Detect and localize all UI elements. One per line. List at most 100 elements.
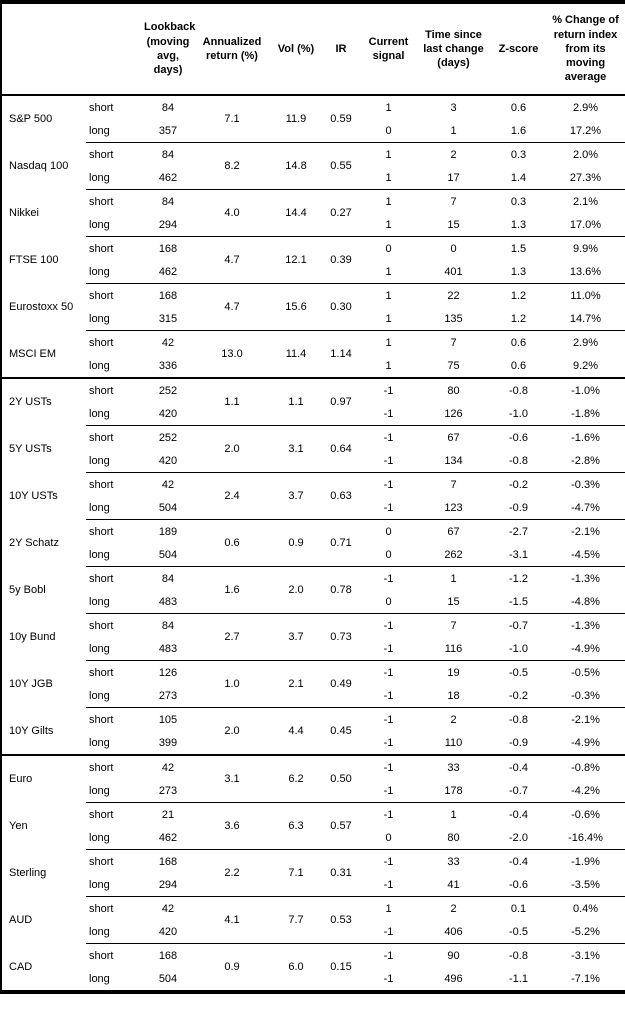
annualized-return-value: 1.1 — [193, 377, 271, 426]
zscore-value: -0.9 — [509, 501, 528, 514]
leg-label: short — [86, 943, 143, 967]
time-since-change-value: 1 — [416, 566, 491, 590]
pct-change-value: -4.8% — [571, 595, 600, 608]
zscore-value: 1.2 — [510, 312, 527, 325]
pct-change-value: 27.3% — [569, 171, 602, 184]
lookback-value: 189 — [143, 519, 193, 543]
time-since-change-value: 126 — [444, 407, 463, 420]
time-since-change-value: 406 — [444, 925, 463, 938]
instrument-name: S&P 500 — [9, 113, 53, 126]
pct-change-value: -2.1% — [546, 707, 625, 731]
table-row: 2Y USTs short 252 1.1 1.1 0.97 -1 80 -0.8 -1.0% — [1, 377, 625, 426]
zscore-value: 1.2 — [491, 283, 546, 307]
leg-label: long — [89, 359, 110, 372]
annualized-return-value: 8.2 — [193, 142, 271, 190]
leg-label: long — [89, 972, 110, 985]
pct-change-value: -0.8% — [546, 754, 625, 779]
time-since-change-value: 90 — [416, 943, 491, 967]
time-since-change-value: 41 — [447, 878, 460, 891]
lookback-value: 294 — [158, 878, 178, 891]
pct-change-value: 14.7% — [569, 312, 602, 325]
zscore-value: -0.2 — [491, 472, 546, 496]
signal-value: 0 — [385, 595, 392, 608]
zscore-value: -0.5 — [491, 660, 546, 684]
leg-label: short — [86, 566, 143, 590]
table-header: Lookback (moving avg, days) Annualized r… — [1, 2, 625, 96]
signal-value: 1 — [385, 265, 392, 278]
pct-change-value: -0.5% — [546, 660, 625, 684]
instrument-name: Nikkei — [9, 207, 39, 219]
lookback-value: 420 — [158, 454, 178, 467]
table-row: long 462 1 401 1.3 13.6% — [1, 260, 625, 284]
pct-change-value: 0.4% — [546, 896, 625, 920]
leg-label: short — [86, 472, 143, 496]
table-row: long 483 -1 116 -1.0 -4.9% — [1, 637, 625, 661]
signal-value: 1 — [385, 171, 392, 184]
leg-label: long — [89, 548, 110, 561]
column-header-leg — [86, 2, 143, 96]
pct-change-value: -0.3% — [546, 472, 625, 496]
vol-value: 11.9 — [271, 94, 321, 143]
ir-value: 0.63 — [321, 472, 361, 520]
leg-label: short — [86, 896, 143, 920]
zscore-value: 0.6 — [491, 330, 546, 354]
leg-label: long — [89, 407, 110, 420]
pct-change-value: -1.6% — [546, 425, 625, 449]
leg-label: long — [89, 878, 110, 891]
time-since-change-value: 33 — [416, 754, 491, 779]
zscore-value: -1.0 — [509, 642, 528, 655]
table-row: long 504 -1 123 -0.9 -4.7% — [1, 496, 625, 520]
vol-value: 2.0 — [271, 566, 321, 614]
vol-value: 7.7 — [271, 896, 321, 944]
lookback-value: 399 — [158, 736, 178, 749]
leg-label: long — [89, 124, 110, 137]
time-since-change-value: 2 — [416, 142, 491, 166]
signal-value: 0 — [361, 236, 416, 260]
pct-change-value: -4.9% — [571, 736, 600, 749]
pct-change-value: 13.6% — [569, 265, 602, 278]
pct-change-value: -2.8% — [571, 454, 600, 467]
lookback-value: 42 — [143, 754, 193, 779]
time-since-change-value: 110 — [444, 736, 463, 749]
signal-value: -1 — [383, 925, 394, 938]
lookback-value: 168 — [143, 849, 193, 873]
time-since-change-value: 135 — [444, 312, 463, 325]
lookback-value: 84 — [143, 566, 193, 590]
signal-value: 0 — [361, 519, 416, 543]
time-since-change-value: 19 — [416, 660, 491, 684]
instrument-name: Sterling — [9, 867, 47, 879]
ir-value: 0.15 — [321, 943, 361, 992]
table-row: long 504 -1 496 -1.1 -7.1% — [1, 967, 625, 992]
ir-value: 1.14 — [321, 330, 361, 378]
time-since-change-value: 67 — [416, 519, 491, 543]
signal-value: -1 — [361, 425, 416, 449]
table-row: long 357 0 1 1.6 17.2% — [1, 119, 625, 143]
lookback-value: 357 — [158, 124, 178, 137]
column-header-vol: Vol (%) — [271, 2, 321, 96]
pct-change-value: -0.6% — [546, 802, 625, 826]
pct-change-value: -1.0% — [546, 377, 625, 402]
signal-value: -1 — [383, 407, 394, 420]
vol-value: 4.4 — [271, 707, 321, 755]
pct-change-value: -0.3% — [571, 689, 600, 702]
instrument-name: Nasdaq 100 — [9, 160, 69, 172]
instrument-name: 10y Bund — [9, 631, 56, 643]
lookback-value: 168 — [143, 236, 193, 260]
zscore-value: -0.9 — [509, 736, 528, 749]
leg-label: short — [86, 425, 143, 449]
lookback-value: 42 — [143, 472, 193, 496]
signal-value: -1 — [383, 689, 394, 702]
lookback-value: 462 — [158, 265, 178, 278]
pct-change-value: 9.2% — [572, 359, 599, 372]
lookback-value: 273 — [158, 689, 178, 702]
leg-label: long — [89, 831, 110, 844]
instrument-group: CAD short 168 0.9 6.0 0.15 -1 90 -0.8 -3.1% long 50… — [1, 943, 625, 992]
lookback-value: 84 — [143, 189, 193, 213]
lookback-value: 21 — [143, 802, 193, 826]
time-since-change-value: 67 — [416, 425, 491, 449]
lookback-value: 42 — [143, 330, 193, 354]
ir-value: 0.39 — [321, 236, 361, 284]
leg-label: short — [86, 94, 143, 119]
instrument-name: AUD — [9, 914, 33, 926]
lookback-value: 504 — [158, 972, 178, 985]
